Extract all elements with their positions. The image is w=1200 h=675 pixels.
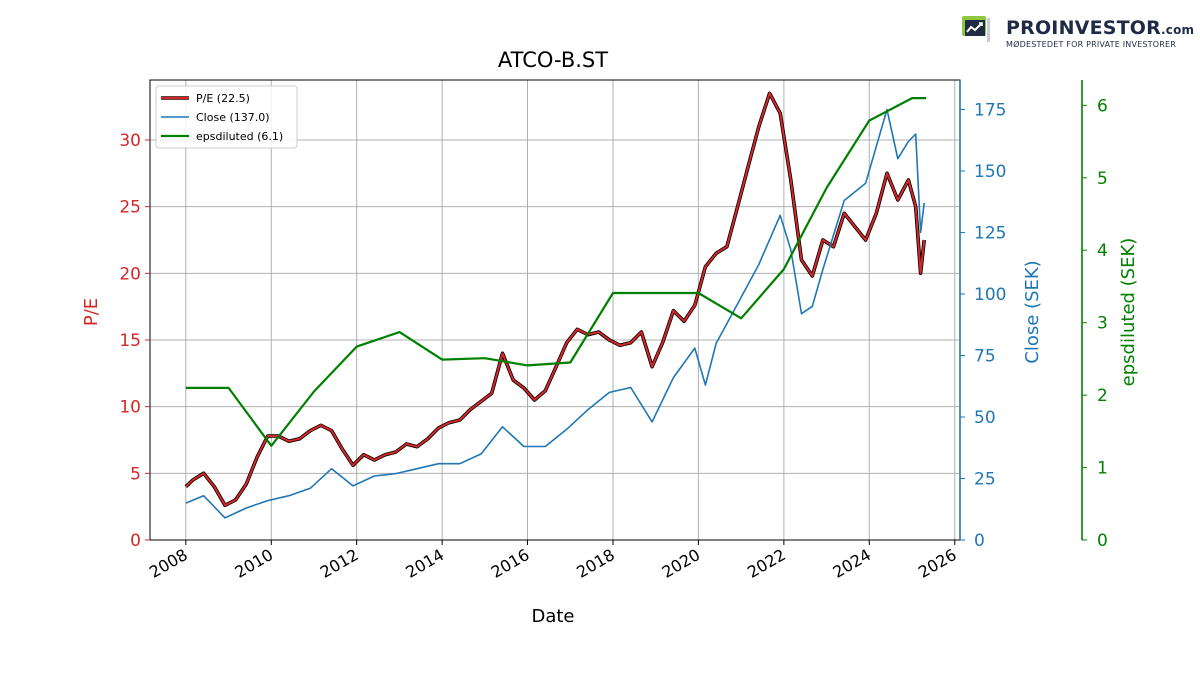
brand-logo-block: PROINVESTOR.com MØDESTEDET FOR PRIVATE I…: [960, 8, 1196, 58]
series-line-eps: [185, 97, 927, 447]
pe-tick-label: 0: [130, 531, 141, 551]
x-tick-label: 2024: [829, 545, 874, 582]
x-tick-label: 2016: [488, 545, 533, 582]
chart-title: ATCO-B.ST: [498, 48, 608, 72]
eps-tick-label: 4: [1097, 241, 1108, 261]
brand-tagline: MØDESTEDET FOR PRIVATE INVESTORER: [1006, 40, 1177, 49]
pe-tick-label: 25: [119, 198, 141, 218]
brand-domain: .com: [1161, 23, 1195, 37]
close-tick-label: 0: [974, 531, 985, 551]
pe-axis-label: P/E: [81, 298, 102, 326]
close-tick-label: 100: [974, 285, 1006, 305]
pe-tick-label: 20: [119, 264, 141, 284]
series-line-pe-outline: [184, 91, 926, 508]
x-tick-label: 2020: [659, 545, 704, 582]
brand-name: PROINVESTOR.com: [1006, 17, 1195, 39]
close-axis-label: Close (SEK): [1022, 260, 1043, 363]
x-tick-label: 2014: [402, 545, 447, 582]
series-line-pe: [185, 92, 926, 507]
close-tick-label: 25: [974, 470, 996, 490]
eps-tick-label: 0: [1097, 531, 1108, 551]
x-tick-label: 2026: [915, 545, 960, 582]
close-tick-label: 50: [974, 408, 996, 428]
x-tick-label: 2008: [146, 545, 191, 582]
eps-tick-label: 1: [1097, 459, 1108, 479]
pe-tick-label: 10: [119, 398, 141, 418]
legend-entry: P/E (22.5): [196, 92, 250, 105]
eps-tick-label: 3: [1097, 314, 1108, 334]
close-tick-label: 125: [974, 224, 1006, 244]
pe-tick-label: 5: [130, 464, 141, 484]
x-axis-label: Date: [531, 606, 574, 627]
x-tick-label: 2012: [317, 545, 362, 582]
series-line-close: [185, 108, 925, 519]
x-tick-label: 2022: [744, 545, 789, 582]
eps-tick-label: 5: [1097, 169, 1108, 189]
close-tick-label: 75: [974, 347, 996, 367]
eps-tick-label: 2: [1097, 386, 1108, 406]
chart-monitor-icon: [962, 16, 990, 42]
eps-axis-label: epsdiluted (SEK): [1118, 238, 1139, 387]
close-tick-label: 175: [974, 101, 1006, 121]
legend-entry: epsdiluted (6.1): [196, 130, 283, 143]
eps-tick-label: 6: [1097, 96, 1108, 116]
pe-tick-label: 30: [119, 131, 141, 151]
legend-box: [155, 85, 298, 149]
pe-tick-label: 15: [119, 331, 141, 351]
x-tick-label: 2018: [573, 545, 618, 582]
x-tick-label: 2010: [232, 545, 277, 582]
close-tick-label: 150: [974, 162, 1006, 182]
legend-entry: Close (137.0): [196, 111, 270, 124]
